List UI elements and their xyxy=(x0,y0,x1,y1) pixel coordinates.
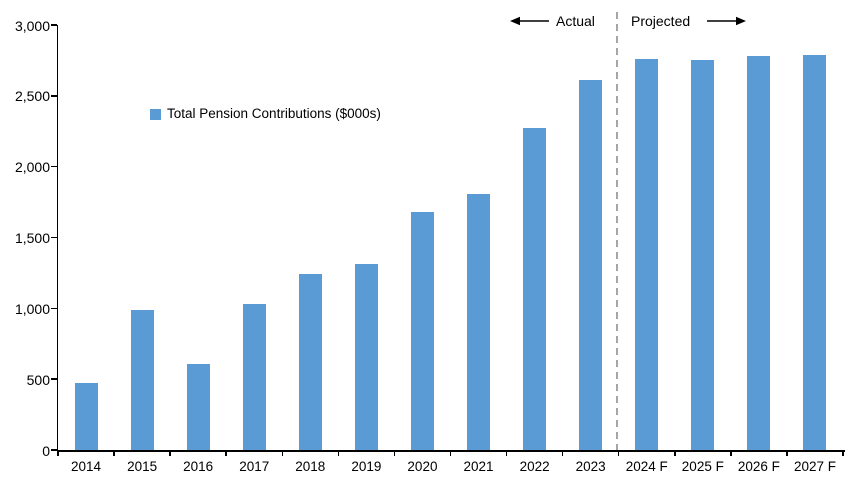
x-axis-tick-label: 2027 F xyxy=(793,459,836,474)
x-axis-tick-mark xyxy=(57,451,59,456)
actual-projected-divider xyxy=(616,12,618,450)
bar-2019 xyxy=(354,264,378,450)
x-axis-tick-mark xyxy=(617,451,620,456)
legend-label: Total Pension Contributions ($000s) xyxy=(167,106,381,121)
bar-2016 xyxy=(186,363,210,450)
x-axis-tick-mark xyxy=(113,451,115,456)
x-axis-tick-label: 2015 xyxy=(127,459,158,474)
x-axis-tick-label: 2022 xyxy=(519,459,550,474)
x-axis-tick-mark xyxy=(449,451,452,456)
y-axis-tick-mark xyxy=(51,24,57,26)
y-axis-tick-label: 500 xyxy=(26,371,50,388)
y-axis-tick-mark xyxy=(51,378,57,380)
x-axis-tick-mark xyxy=(169,451,171,456)
bar-2021 xyxy=(467,193,491,450)
projected-right-arrow-icon xyxy=(707,16,746,26)
x-axis-tick-label: 2018 xyxy=(295,459,326,474)
y-axis-line xyxy=(56,25,58,450)
y-axis-tick-label: 1,500 xyxy=(14,230,50,246)
x-axis-tick-label: 2023 xyxy=(575,459,606,474)
legend: Total Pension Contributions ($000s) xyxy=(150,106,381,122)
y-axis-tick-label: 0 xyxy=(42,442,50,459)
x-axis-tick-label: 2026 F xyxy=(737,459,780,474)
x-axis-tick-mark xyxy=(337,451,340,456)
bar-2018 xyxy=(298,274,322,450)
x-axis-tick-label: 2017 xyxy=(239,459,270,474)
x-axis-tick-mark xyxy=(842,451,844,456)
y-axis-tick-mark xyxy=(51,95,57,97)
x-axis-tick-mark xyxy=(393,451,396,456)
bar-2027-f xyxy=(803,54,827,450)
bar-2017 xyxy=(242,304,266,450)
legend-marker-icon xyxy=(150,108,161,120)
bar-2014 xyxy=(74,383,98,450)
x-axis-tick-label: 2025 F xyxy=(681,459,724,474)
y-axis-tick-label: 2,500 xyxy=(14,88,50,105)
x-axis-tick-label: 2020 xyxy=(407,459,438,474)
y-axis-tick-mark xyxy=(51,165,57,168)
y-axis-tick-mark xyxy=(51,307,57,310)
x-axis-tick-label: 2024 F xyxy=(625,459,668,474)
x-axis-tick-mark xyxy=(561,451,564,456)
x-axis-tick-mark xyxy=(730,451,732,456)
x-axis-tick-label: 2014 xyxy=(71,459,102,474)
x-axis-tick-mark xyxy=(281,451,284,456)
x-axis-tick-label: 2021 xyxy=(463,459,494,474)
y-axis-tick-mark xyxy=(51,236,57,239)
x-axis-tick-mark xyxy=(786,451,788,456)
y-axis-tick-label: 2,000 xyxy=(14,159,50,176)
x-axis-tick-mark xyxy=(225,451,227,456)
bar-2023 xyxy=(579,80,603,450)
actual-section-label: Actual xyxy=(556,13,595,29)
y-axis-tick-label: 1,000 xyxy=(14,300,50,317)
bar-2020 xyxy=(410,212,434,450)
x-axis-tick-label: 2019 xyxy=(351,459,382,474)
bar-2024-f xyxy=(635,59,659,450)
x-axis-line xyxy=(56,450,845,452)
x-axis-tick-mark xyxy=(674,451,676,456)
y-axis-tick-mark xyxy=(51,449,57,451)
bar-2022 xyxy=(523,128,547,450)
projected-section-label: Projected xyxy=(631,13,691,29)
bar-2026-f xyxy=(747,56,771,450)
x-axis-tick-mark xyxy=(505,451,508,456)
bar-2025-f xyxy=(691,60,715,450)
x-axis-tick-label: 2016 xyxy=(183,459,214,474)
actual-left-arrow-icon xyxy=(510,16,549,26)
y-axis-tick-label: 3,000 xyxy=(14,17,50,34)
bar-2015 xyxy=(130,309,154,450)
